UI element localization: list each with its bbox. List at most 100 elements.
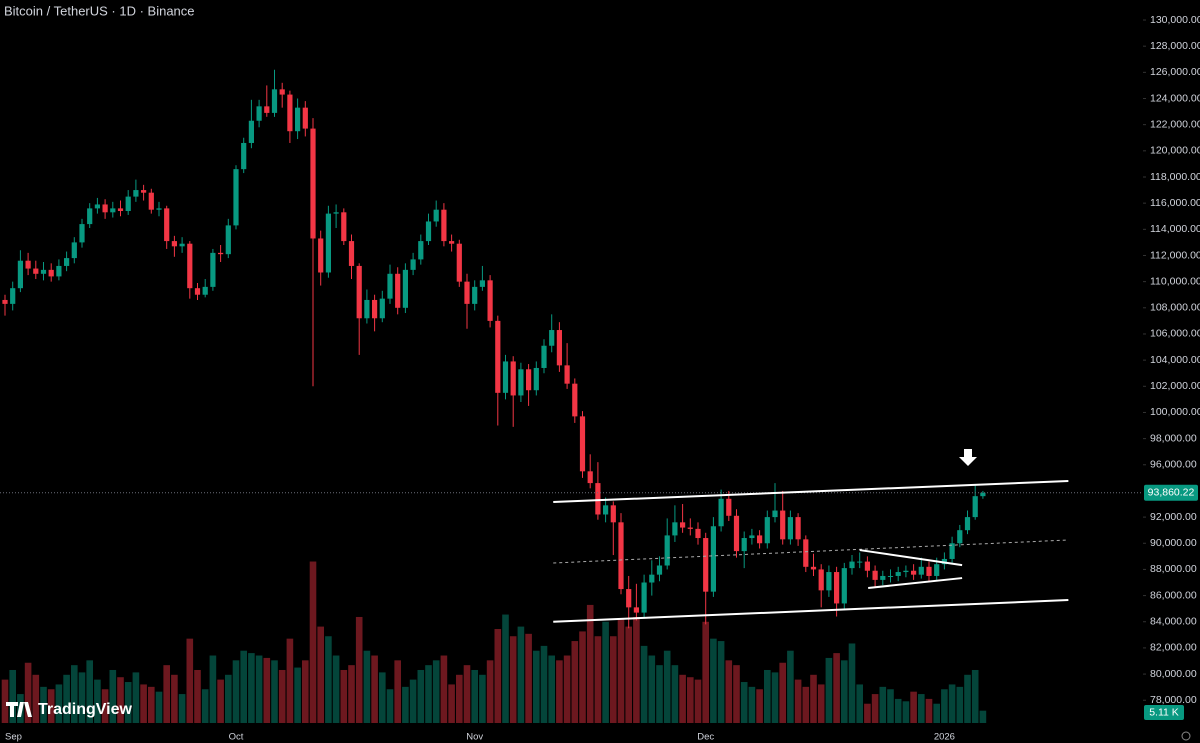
y-tick-label: 100,000.00 — [1150, 406, 1200, 418]
chart-title: Bitcoin / TetherUS · 1D · Binance — [4, 3, 195, 18]
volume-bar — [225, 674, 232, 723]
candle-body — [233, 169, 239, 226]
candle-body — [880, 575, 886, 580]
candle-body — [780, 510, 786, 540]
candle-body — [40, 269, 47, 274]
candle-body — [726, 498, 732, 516]
volume-bar — [856, 684, 863, 723]
volume-bar — [55, 684, 63, 723]
volume-bar — [502, 614, 509, 723]
logo-icon — [6, 702, 32, 717]
candle-body — [433, 209, 439, 222]
candle-body — [256, 106, 262, 121]
volume-bar — [517, 626, 525, 723]
candle-body — [710, 526, 716, 592]
volume-bar — [579, 631, 586, 723]
candle-body — [549, 330, 555, 346]
x-tick-label: 2026 — [934, 732, 955, 743]
volume-bar — [140, 684, 147, 723]
y-tick-label: 122,000.00 — [1150, 118, 1200, 130]
candle-body — [187, 243, 193, 289]
volume-bar — [78, 672, 86, 723]
volume-bar — [63, 674, 70, 723]
trend-line — [859, 549, 963, 567]
volume-bar — [248, 653, 255, 723]
volume-bar — [117, 677, 124, 723]
candle-body — [749, 535, 755, 539]
candle-body — [2, 299, 8, 304]
candle-body — [864, 561, 870, 571]
candle-body — [479, 280, 485, 287]
y-tick-label: 116,000.00 — [1150, 197, 1200, 209]
candle-body — [110, 208, 116, 213]
candle-body — [148, 192, 154, 210]
candle-body — [787, 517, 793, 540]
y-tick-label: 104,000.00 — [1150, 354, 1200, 366]
volume-bar — [86, 660, 93, 723]
candle-body — [757, 535, 763, 544]
volume-bar — [178, 694, 186, 723]
volume-bar — [925, 698, 933, 723]
y-tick-label: 126,000.00 — [1150, 66, 1200, 78]
x-tick-label: Nov — [466, 732, 483, 743]
volume-bar — [448, 684, 455, 723]
volume-bar — [656, 665, 663, 723]
volume-bar — [417, 669, 425, 723]
volume-bar — [956, 686, 964, 723]
volume-bar — [902, 701, 910, 723]
candle-body — [718, 498, 724, 527]
candle-body — [25, 260, 31, 269]
volume-bar — [948, 684, 956, 723]
volume-bar — [148, 686, 155, 723]
volume-bar — [617, 619, 625, 723]
volume-bar — [456, 674, 463, 723]
volume-bar — [9, 669, 16, 723]
volume-bar — [394, 660, 401, 723]
candle-body — [918, 566, 924, 575]
volume-bar — [409, 679, 417, 723]
candle-body — [610, 505, 616, 523]
volume-bar — [109, 669, 117, 723]
volume-bar — [309, 561, 317, 723]
candle-body — [526, 369, 532, 391]
candle-body — [818, 569, 824, 591]
trend-line — [553, 539, 1069, 564]
volume-bar — [494, 629, 502, 723]
volume-bar — [725, 660, 733, 723]
volume-bar — [979, 710, 987, 723]
y-tick-label: 110,000.00 — [1150, 275, 1200, 287]
volume-bar — [687, 677, 694, 723]
y-tick-label: 98,000.00 — [1150, 432, 1197, 444]
volume-bar — [941, 689, 948, 723]
candle-body — [618, 522, 624, 590]
candle-body — [441, 209, 447, 242]
candle-body — [295, 107, 301, 132]
candle-body — [603, 505, 609, 515]
volume-bar — [710, 638, 717, 723]
volume-bar — [355, 616, 363, 723]
volume-bar — [348, 665, 355, 723]
volume-bar — [302, 660, 309, 723]
volume-bar — [94, 679, 101, 723]
candle-body — [79, 224, 85, 243]
candle-body — [626, 589, 632, 608]
volume-bar — [124, 682, 132, 723]
last-price-label: 93,860.22 — [1148, 487, 1195, 499]
candle-body — [310, 128, 316, 239]
volume-bar — [802, 686, 810, 723]
trend-line — [553, 599, 1069, 623]
y-tick-label: 88,000.00 — [1150, 563, 1197, 575]
logo-text: TradingView — [38, 701, 133, 718]
logo: TradingView — [6, 701, 133, 718]
candle-body — [510, 361, 516, 396]
candle-body — [71, 242, 77, 259]
candle-body — [957, 530, 963, 544]
candle-body — [903, 570, 909, 573]
volume-bar — [848, 643, 856, 723]
volume-bar — [255, 655, 263, 723]
candle-body — [94, 204, 100, 209]
volume-bar — [40, 686, 47, 723]
y-tick-label: 118,000.00 — [1150, 171, 1200, 183]
candle-body — [680, 522, 686, 528]
